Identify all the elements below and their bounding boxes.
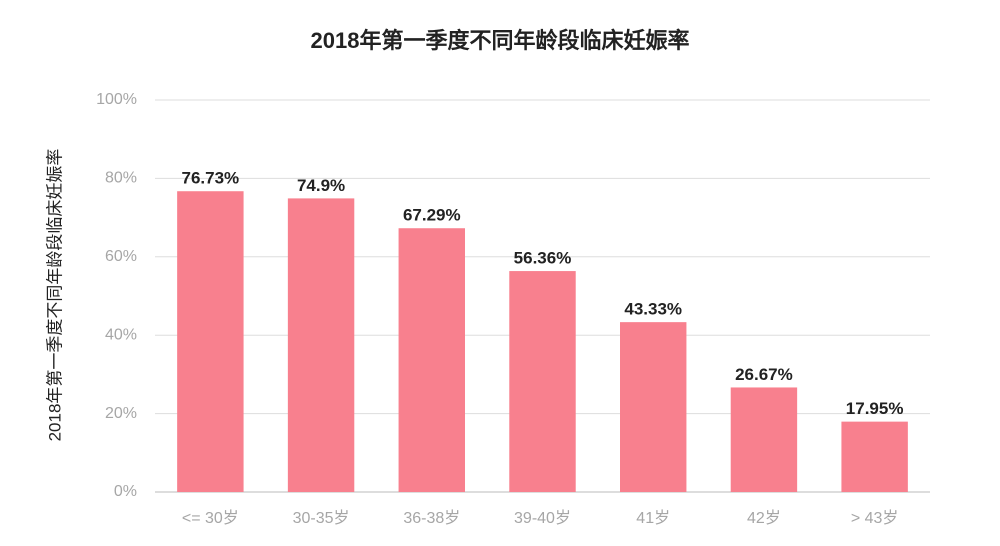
x-tick-label: <= 30岁 bbox=[182, 509, 239, 527]
x-tick-label: 36-38岁 bbox=[403, 509, 460, 527]
x-tick-label: 30-35岁 bbox=[293, 509, 350, 527]
x-tick-label: 42岁 bbox=[747, 509, 781, 527]
bar bbox=[509, 271, 576, 492]
value-label: 17.95% bbox=[846, 399, 904, 418]
x-tick-label: 41岁 bbox=[636, 509, 670, 527]
value-label: 26.67% bbox=[735, 365, 793, 384]
value-label: 74.9% bbox=[297, 176, 345, 195]
y-tick-label: 40% bbox=[105, 326, 137, 343]
value-label: 76.73% bbox=[182, 169, 240, 188]
bar bbox=[730, 387, 798, 492]
bar bbox=[620, 322, 687, 492]
y-tick-label: 100% bbox=[96, 91, 137, 108]
x-tick-label: > 43岁 bbox=[851, 509, 899, 527]
bar bbox=[177, 191, 244, 493]
value-label: 67.29% bbox=[403, 206, 461, 225]
bar bbox=[287, 198, 355, 492]
y-tick-label: 60% bbox=[105, 248, 137, 265]
y-tick-label: 80% bbox=[105, 170, 137, 187]
y-axis-label: 2018年第一季度不同年龄段临床妊娠率 bbox=[45, 149, 64, 442]
value-label: 56.36% bbox=[514, 249, 572, 268]
bar bbox=[841, 421, 908, 492]
value-label: 43.33% bbox=[624, 300, 682, 319]
chart-title: 2018年第一季度不同年龄段临床妊娠率 bbox=[311, 28, 690, 53]
x-tick-label: 39-40岁 bbox=[514, 509, 571, 527]
bar bbox=[398, 228, 465, 492]
y-tick-label: 20% bbox=[105, 405, 137, 422]
y-tick-label: 0% bbox=[114, 483, 137, 500]
